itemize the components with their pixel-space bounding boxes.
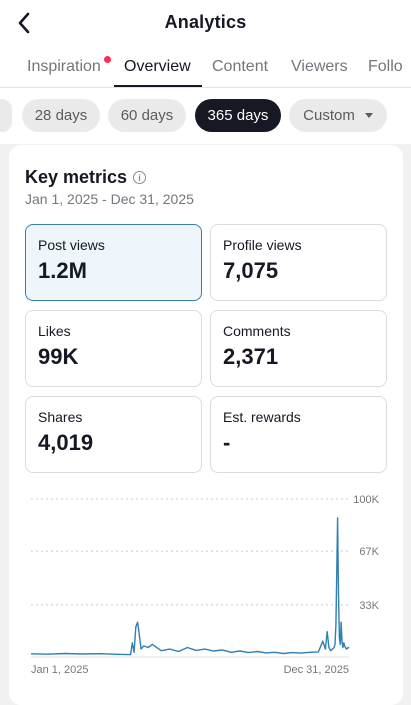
page-title: Analytics [164, 12, 247, 32]
y-tick-label: 100K [353, 494, 379, 506]
key-metrics-heading: Key metrics i [25, 167, 147, 188]
date-range-label: Jan 1, 2025 - Dec 31, 2025 [25, 191, 194, 207]
metric-value: - [223, 430, 231, 455]
tab-overview[interactable]: Overview [124, 58, 191, 75]
metric-value: 7,075 [223, 258, 279, 283]
caret-down-icon [364, 113, 373, 118]
tab-bar: Inspiration Overview Content Viewers Fol… [0, 46, 411, 88]
key-metrics-card: Key metrics i Jan 1, 2025 - Dec 31, 2025… [9, 145, 403, 705]
metric-label: Post views [38, 237, 105, 253]
metric-profile-views[interactable]: Profile views 7,075 [210, 224, 387, 301]
active-tab-indicator [114, 85, 202, 87]
metric-est-rewards[interactable]: Est. rewards - [210, 396, 387, 473]
custom-label: Custom [303, 107, 355, 124]
back-button[interactable] [10, 8, 38, 38]
metric-label: Est. rewards [223, 409, 301, 425]
tab-content[interactable]: Content [212, 58, 269, 75]
metric-value: 1.2M [38, 258, 87, 283]
y-tick-label: 33K [359, 600, 379, 612]
metric-value: 99K [38, 344, 79, 369]
x-tick-label: Jan 1, 2025 [31, 664, 89, 676]
tab-viewers[interactable]: Viewers [291, 58, 348, 75]
tab-inspiration[interactable]: Inspiration [27, 58, 101, 75]
info-icon[interactable]: i [133, 171, 147, 184]
range-pill-custom[interactable]: Custom [289, 99, 387, 132]
top-bar: Analytics [0, 0, 411, 46]
metric-likes[interactable]: Likes 99K [25, 310, 202, 387]
series-line-post-views [30, 517, 350, 656]
tab-followers[interactable]: Follo [368, 58, 403, 75]
range-pill-28-days[interactable]: 28 days [22, 99, 100, 132]
metric-label: Likes [38, 323, 71, 339]
metric-value: 4,019 [38, 430, 94, 455]
chevron-left-icon [18, 12, 30, 34]
metric-label: Shares [38, 409, 83, 425]
metric-shares[interactable]: Shares 4,019 [25, 396, 202, 473]
range-pill-7-days[interactable] [0, 99, 12, 132]
x-tick-label: Dec 31, 2025 [284, 664, 349, 676]
metric-value: 2,371 [223, 344, 279, 369]
range-pill-365-days[interactable]: 365 days [195, 99, 281, 132]
range-pill-60-days[interactable]: 60 days [108, 99, 186, 132]
date-range-selector: 28 days 60 days 365 days Custom [0, 88, 411, 144]
key-metrics-title: Key metrics [25, 167, 128, 187]
metric-label: Profile views [223, 237, 302, 253]
notification-dot [104, 56, 111, 63]
metric-comments[interactable]: Comments 2,371 [210, 310, 387, 387]
metric-label: Comments [223, 323, 291, 339]
metric-post-views[interactable]: Post views 1.2M [25, 224, 202, 301]
post-views-chart[interactable]: 100K 67K 33K Jan 1, 2025 Dec 31, 2025 [9, 485, 403, 685]
y-tick-label: 67K [359, 546, 379, 558]
